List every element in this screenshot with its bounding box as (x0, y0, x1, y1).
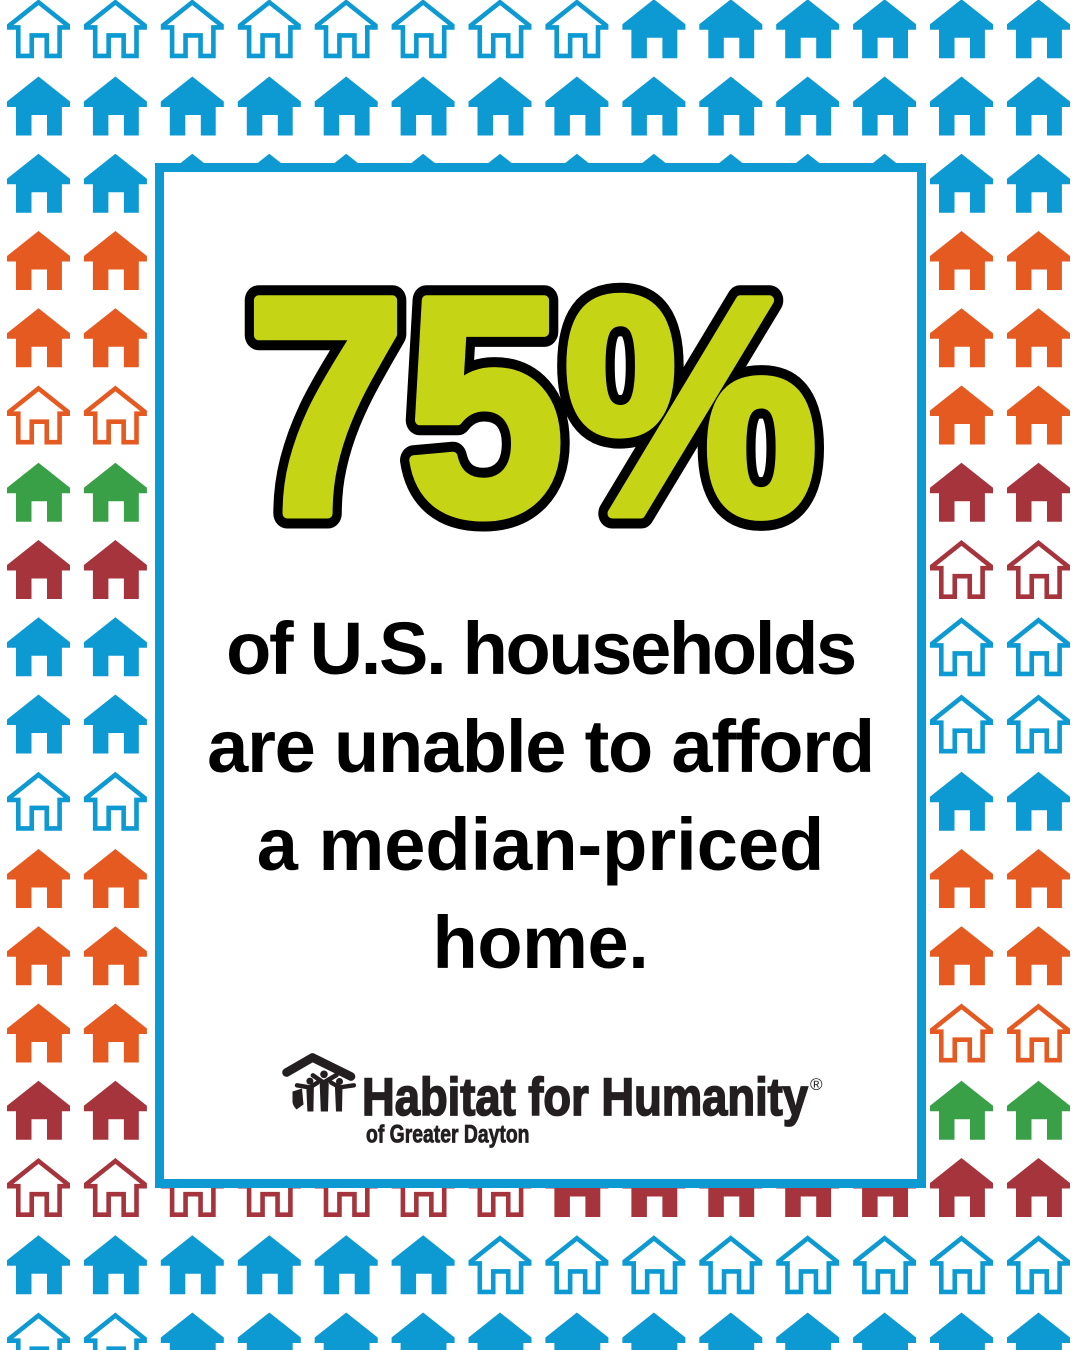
svg-text:®: ® (810, 1075, 823, 1094)
svg-text:75%: 75% (246, 234, 817, 580)
svg-text:Habitat for Humanity: Habitat for Humanity (362, 1068, 808, 1127)
svg-text:75%: 75% (246, 234, 817, 580)
svg-text:of Greater Dayton: of Greater Dayton (366, 1120, 530, 1148)
